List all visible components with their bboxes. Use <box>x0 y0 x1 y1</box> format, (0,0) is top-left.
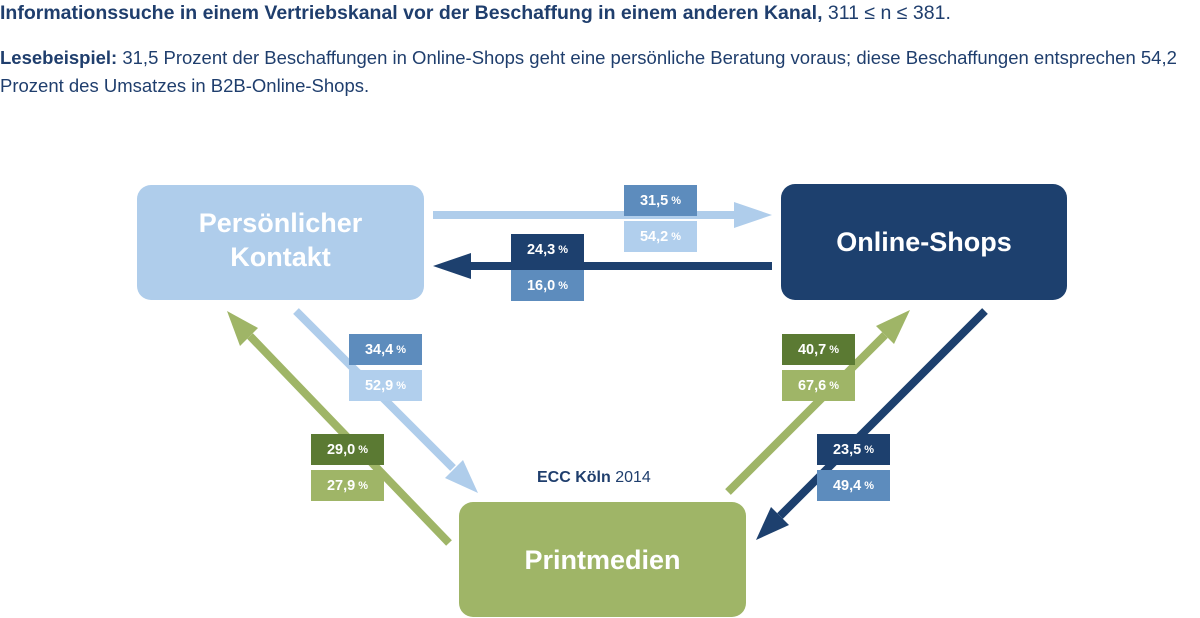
arrow-online-to-personal <box>433 253 772 279</box>
badge-print-to-personal-bottom: 27,9% <box>311 470 384 501</box>
badge-print-to-personal-top: 29,0% <box>311 434 384 465</box>
node-online-shops: Online-Shops <box>781 184 1067 300</box>
node-personal-line1: Persönlicher <box>198 207 363 238</box>
badge-personal-to-online-bottom: 54,2% <box>624 221 697 252</box>
arrow-personal-to-online <box>433 202 772 228</box>
arrow-print-to-online <box>725 310 910 495</box>
title-sample-size: 311 ≤ n ≤ 381. <box>827 2 951 24</box>
arrow-online-to-print <box>756 308 988 540</box>
source-year: 2014 <box>615 469 651 486</box>
badge-online-to-print-top: 23,5% <box>817 434 890 465</box>
badge-print-to-online-bottom: 67,6% <box>782 370 855 401</box>
node-printmedien: Printmedien <box>459 502 746 617</box>
reading-example-label: Lesebeispiel: <box>0 47 118 68</box>
source-name: ECC Köln <box>537 469 611 486</box>
badge-personal-to-print-top: 34,4% <box>349 334 422 365</box>
badge-print-to-online-top: 40,7% <box>782 334 855 365</box>
badge-personal-to-online-top: 31,5% <box>624 185 697 216</box>
badge-online-to-personal-top: 24,3% <box>511 234 584 265</box>
node-personal-line2: Kontakt <box>230 241 331 272</box>
node-print-label: Printmedien <box>524 544 681 575</box>
badge-online-to-personal-bottom: 16,0% <box>511 270 584 301</box>
node-persoenlicher-kontakt: Persönlicher Kontakt <box>137 185 424 300</box>
badge-personal-to-print-bottom: 52,9% <box>349 370 422 401</box>
source-credit: ECC Köln 2014 <box>537 469 651 487</box>
badge-online-to-print-bottom: 49,4% <box>817 470 890 501</box>
reading-example: Lesebeispiel: 31,5 Prozent der Beschaffu… <box>0 44 1200 100</box>
node-online-label: Online-Shops <box>836 227 1012 257</box>
reading-example-text: 31,5 Prozent der Beschaffungen in Online… <box>0 47 1177 96</box>
title-bold: Informationssuche in einem Vertriebskana… <box>0 2 823 24</box>
chart-title: Informationssuche in einem Vertriebskana… <box>0 2 951 25</box>
